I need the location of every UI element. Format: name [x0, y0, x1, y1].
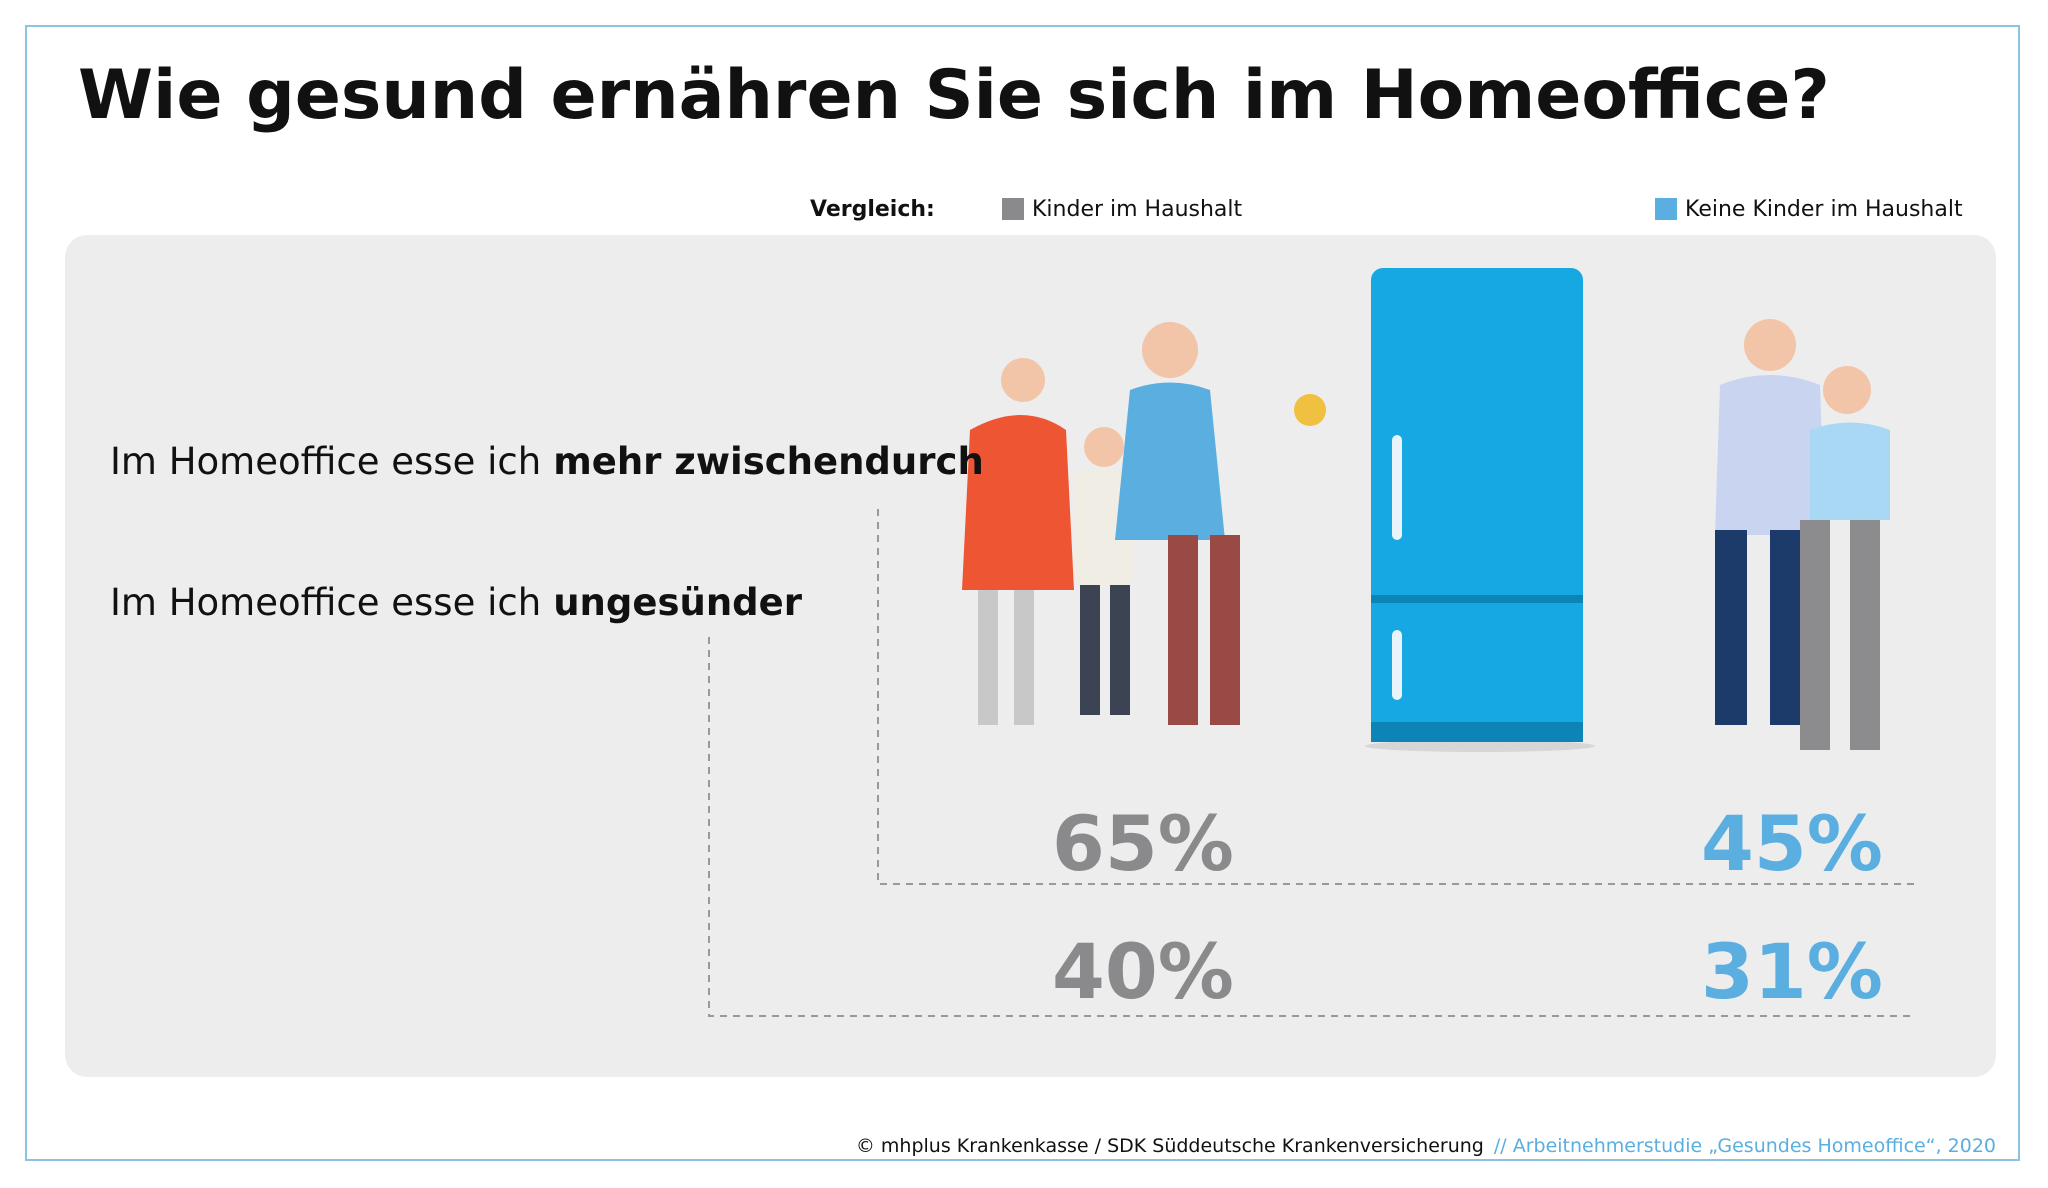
row-label: Im Homeoffice esse ich: [110, 581, 541, 624]
legend-label: Vergleich:: [810, 197, 935, 222]
fridge-illustration: [1365, 268, 1595, 752]
title: Wie gesund ernähren Sie sich im Homeoffi…: [78, 56, 1830, 135]
row-text: Im Homeoffice esse ich mehr zwischendurch: [110, 440, 984, 483]
percent: 40%: [1052, 927, 1234, 1016]
couple-illustration: [1715, 319, 1890, 750]
row-text: Im Homeoffice esse ich ungesünder: [110, 581, 803, 624]
legend-swatch: [1002, 198, 1024, 220]
family-illustration: [962, 322, 1326, 725]
source: // Arbeitnehmerstudie „Gesundes Homeoffi…: [1494, 1135, 1996, 1157]
percent: 45%: [1701, 799, 1883, 888]
row-label-bold: mehr zwischendurch: [553, 440, 984, 483]
legend-swatch: [1655, 198, 1677, 220]
percent: 31%: [1701, 927, 1883, 1016]
footer: © mhplus Krankenkasse / SDK Süddeutsche …: [856, 1135, 1996, 1157]
legend-entry: Keine Kinder im Haushalt: [1685, 197, 1963, 222]
connector: [877, 509, 1915, 885]
row-label: Im Homeoffice esse ich: [110, 440, 541, 483]
percent: 65%: [1052, 799, 1234, 888]
legend-entry: Kinder im Haushalt: [1032, 197, 1243, 222]
copyright: © mhplus Krankenkasse / SDK Süddeutsche …: [856, 1135, 1484, 1157]
row-label-bold: ungesünder: [553, 581, 803, 624]
connector: [708, 637, 1915, 1017]
